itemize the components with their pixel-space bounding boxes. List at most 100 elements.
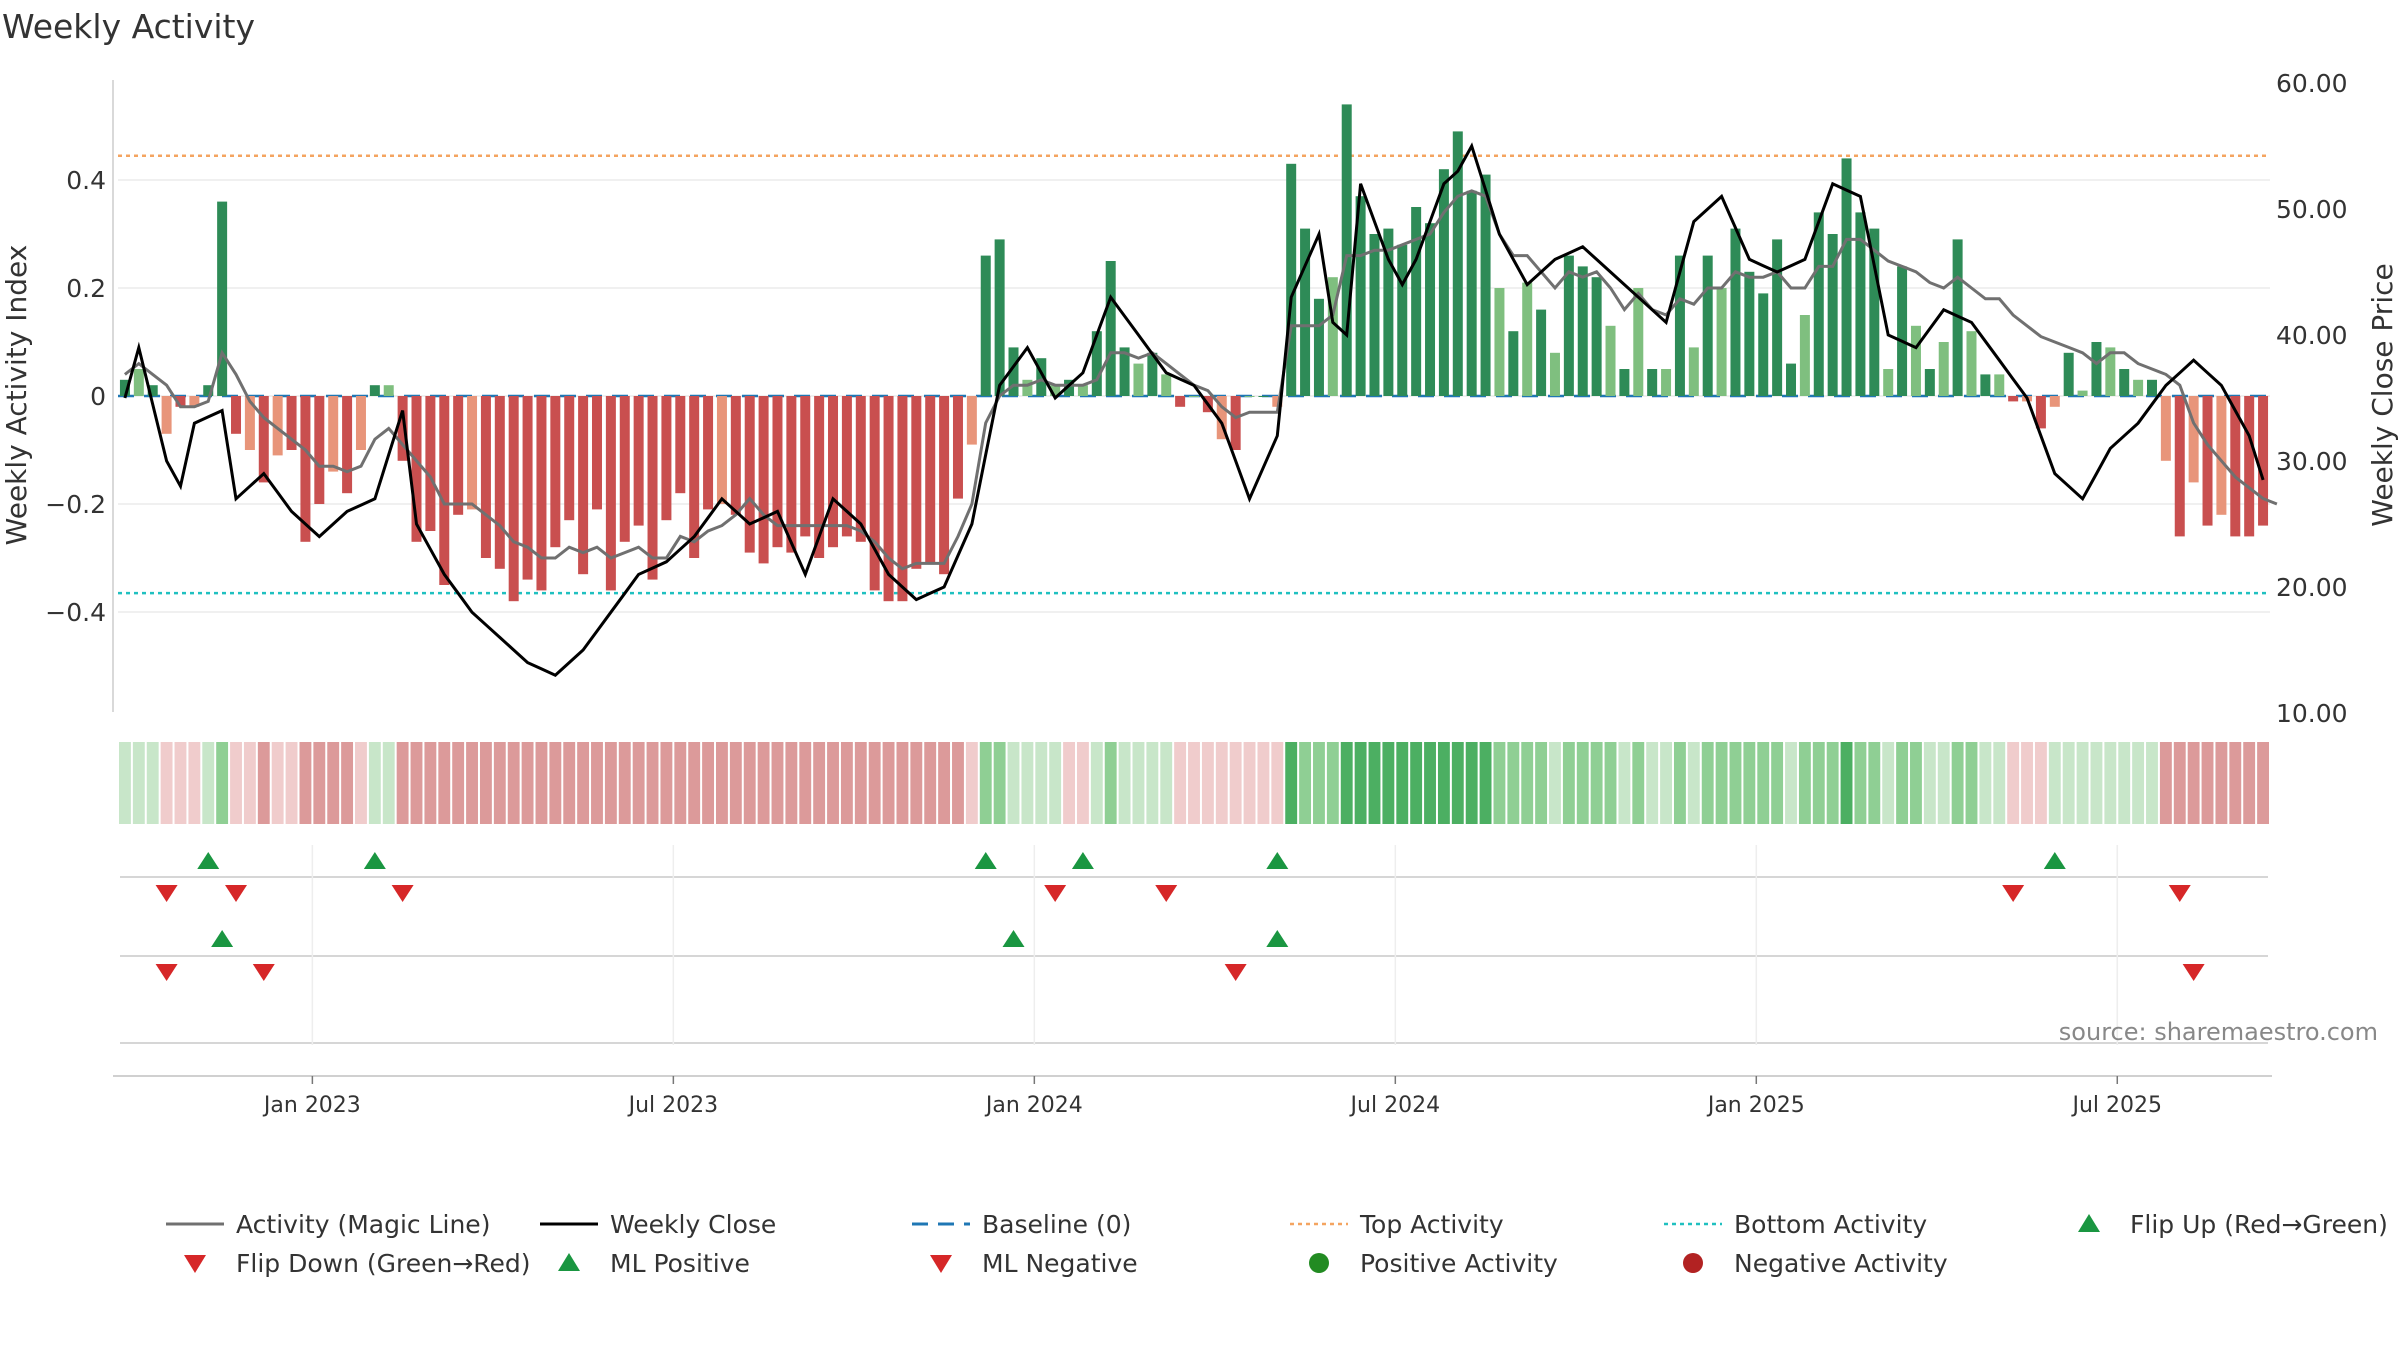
legend-label: ML Negative [982,1249,1138,1278]
strip-cell [1618,742,1631,824]
y2-axis-label: Weekly Close Price [2366,263,2399,526]
activity-bar [675,396,686,494]
strip-cell [563,742,576,824]
flip-down-marker [391,885,414,902]
activity-bar [966,396,977,445]
activity-bar [2160,396,2171,461]
strip-cell [1590,742,1603,824]
strip-cell [1771,742,1784,824]
legend-swatch-tri-down [930,1255,952,1273]
activity-bar [1383,228,1394,396]
series-lines [123,142,2278,677]
legend-swatch-circle [1683,1253,1703,1273]
strip-cell [271,742,284,824]
legend-swatch-tri-up [558,1253,580,1271]
strip-cell [660,742,673,824]
legend-item: ML Positive [558,1249,750,1278]
activity-bar [1786,363,1797,396]
ml-negative-marker [252,964,275,981]
legend-item: Negative Activity [1683,1249,1948,1278]
activity-bar [1688,347,1699,396]
activity-bar [883,396,894,602]
activity-bar [2077,390,2088,396]
strip-cell [521,742,534,824]
activity-bar [2174,396,2185,537]
activity-bars [119,104,2269,602]
ml-negative-marker [1224,964,1247,981]
strip-cell [688,742,701,824]
flip-down-marker [155,885,178,902]
flip-up-marker [1071,852,1094,869]
strip-cell [1896,742,1909,824]
activity-bar [2105,347,2116,396]
activity-bar [300,396,311,542]
strip-cell [479,742,492,824]
activity-bar [1910,325,1921,396]
strip-cell [1646,742,1659,824]
strip-cell [1382,742,1395,824]
y2-tick-label: 50.00 [2276,195,2348,224]
strip-cell [1757,742,1770,824]
activity-bar [550,396,561,548]
strip-cell [1993,742,2006,824]
strip-cell [1562,742,1575,824]
activity-bar [800,396,811,537]
activity-bar [1841,158,1852,396]
x-tick-label: Jul 2023 [627,1093,719,1118]
legend-item: Flip Down (Green→Red) [184,1249,531,1278]
y2-tick-label: 30.00 [2276,447,2348,476]
legend-label: Negative Activity [1734,1249,1948,1278]
activity-bar [1605,325,1616,396]
strip-cell [1882,742,1895,824]
magic-line [123,189,2278,571]
legend-label: Baseline (0) [982,1210,1131,1239]
activity-bar [397,396,408,461]
activity-bar [314,396,325,504]
legend-item: Positive Activity [1309,1249,1558,1278]
activity-heat-strip [119,742,2269,824]
activity-bar [1744,271,1755,396]
activity-bar [342,396,353,494]
activity-bar [467,396,478,510]
flip-down-marker [1155,885,1178,902]
activity-bar [1938,342,1949,396]
activity-bar [1022,379,1033,396]
strip-cell [1479,742,1492,824]
strip-cell [2090,742,2103,824]
strip-cell [119,742,131,824]
activity-bar [1661,369,1672,396]
activity-bar [1758,293,1769,396]
activity-bar [133,369,144,396]
strip-cell [1701,742,1714,824]
legend-label: Flip Up (Red→Green) [2130,1210,2388,1239]
strip-cell [1687,742,1700,824]
strip-cell [2034,742,2047,824]
strip-cell [2062,742,2075,824]
legend-swatch-circle [1309,1253,1329,1273]
strip-cell [743,742,756,824]
y-tick-label: −0.2 [45,490,106,519]
flip-down-marker [225,885,248,902]
strip-cell [146,742,159,824]
strip-cell [716,742,728,824]
activity-bar [1258,396,1269,397]
activity-bar [1452,131,1463,396]
strip-cell [1729,742,1742,824]
activity-bar [244,396,255,450]
weekly-close-line [123,142,2265,677]
strip-cell [1035,742,1048,824]
activity-bar [369,385,380,396]
activity-bar [1175,396,1186,407]
strip-cell [1576,742,1589,824]
activity-bar [1994,374,2005,396]
flip-down-marker [2002,885,2025,902]
strip-cell [2007,742,2020,824]
activity-bar [272,396,283,456]
activity-bar [1716,288,1727,396]
activity-bar [425,396,436,531]
activity-bar [2146,379,2157,396]
activity-bar [828,396,839,548]
strip-cell [882,742,895,824]
ml-positive-marker [1266,930,1289,947]
activity-bar [2188,396,2199,483]
